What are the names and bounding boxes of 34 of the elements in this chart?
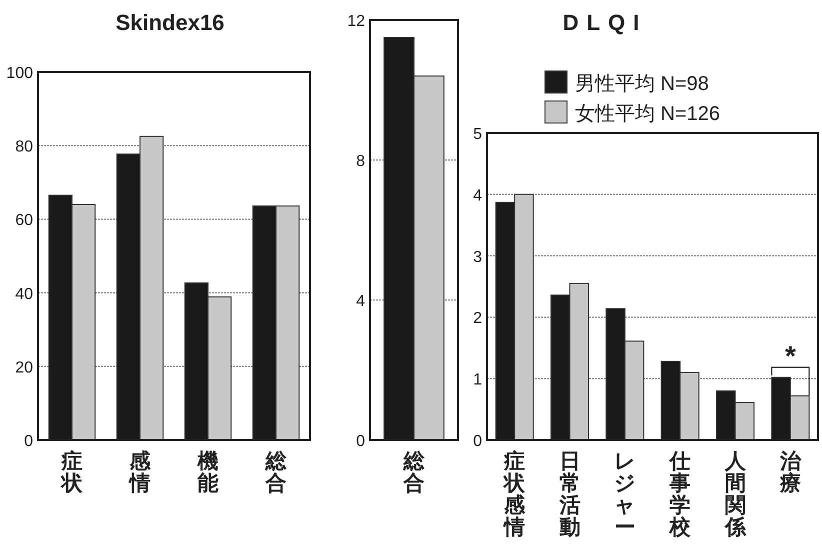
- legend-item: 男性平均 N=98: [544, 70, 709, 95]
- y-tick-label: 80: [15, 138, 34, 156]
- y-tick-label: 4: [473, 187, 482, 204]
- y-tick-label: 12: [347, 13, 366, 30]
- x-tick-label: 症状 感情: [502, 449, 526, 539]
- annotation: *: [784, 340, 796, 372]
- y-tick-label: 4: [356, 293, 366, 310]
- y-tick-label: 20: [15, 359, 34, 376]
- y-tick-label: 0: [473, 433, 482, 450]
- x-tick-label: レジャー: [614, 450, 636, 539]
- y-tick-label: 3: [473, 248, 482, 266]
- y-tick-label: 40: [15, 286, 34, 303]
- chart-title: DLQI: [562, 10, 648, 35]
- x-tick-label: 症状: [60, 449, 84, 495]
- y-tick-label: 60: [15, 212, 34, 230]
- legend-label: 女性平均 N=126: [575, 103, 720, 125]
- x-tick-label: 日常活動: [558, 450, 580, 539]
- y-tick-label: 1: [473, 372, 482, 389]
- x-tick-label: 人間関係: [724, 450, 747, 539]
- x-tick-label: 仕事学校: [668, 450, 692, 539]
- x-tick-label: 治療: [778, 450, 802, 495]
- x-tick-label: 総合: [264, 450, 288, 495]
- y-tick-label: 2: [473, 310, 482, 328]
- y-tick-label: 0: [24, 433, 34, 450]
- y-tick-label: 100: [6, 65, 34, 82]
- legend-item: 女性平均 N=126: [544, 100, 720, 125]
- x-tick-label: 感情: [128, 450, 152, 495]
- legend-label: 男性平均 N=98: [575, 73, 709, 95]
- chart-title: Skindex16: [116, 10, 224, 35]
- x-tick-label: 総合: [402, 450, 426, 495]
- x-tick-label: 機能: [196, 450, 218, 495]
- y-tick-label: 0: [356, 433, 366, 450]
- y-tick-label: 5: [473, 126, 482, 143]
- y-tick-label: 8: [356, 153, 366, 170]
